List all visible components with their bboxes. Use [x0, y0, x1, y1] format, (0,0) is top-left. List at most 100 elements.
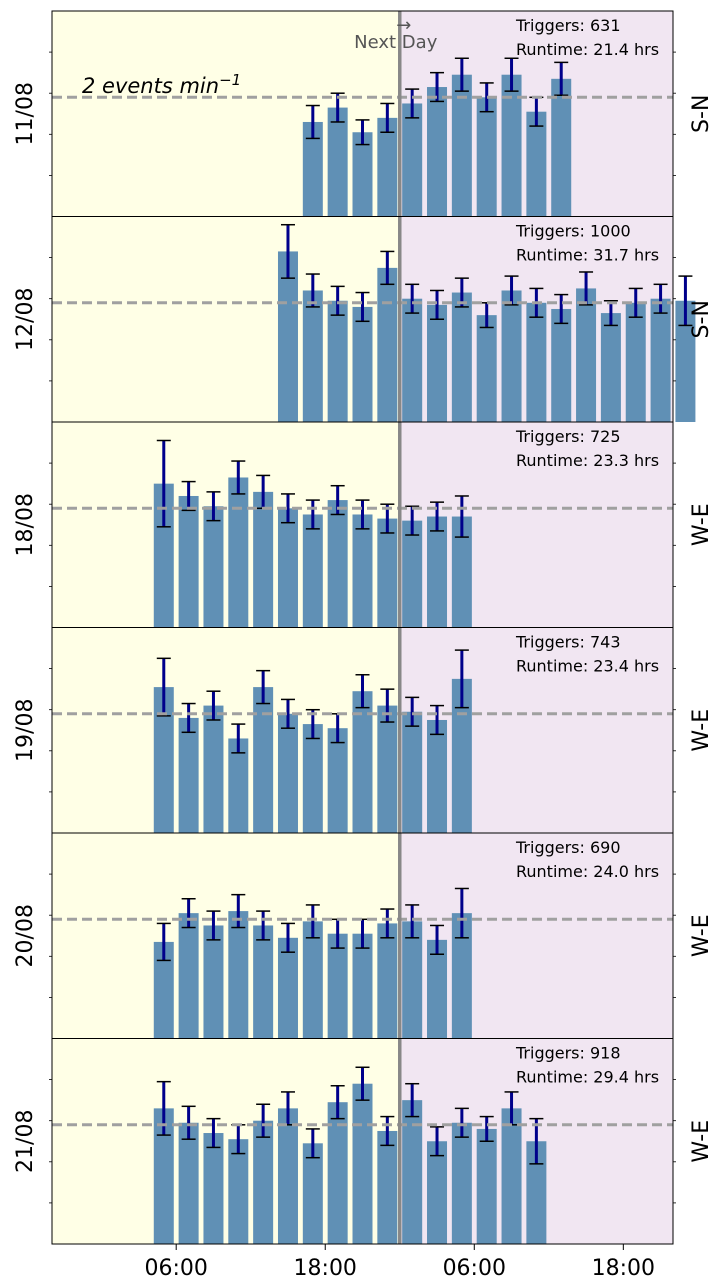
- triggers-label: Triggers: 690: [515, 838, 621, 857]
- bar: [600, 313, 621, 422]
- bar: [427, 87, 448, 217]
- bar: [476, 1128, 497, 1244]
- date-label: 20/08: [13, 904, 38, 967]
- bar: [402, 520, 423, 628]
- bar: [327, 728, 348, 833]
- bar: [253, 925, 274, 1039]
- date-label: 18/08: [13, 493, 38, 556]
- bar: [650, 298, 671, 422]
- panel-21-08: 21/08 W-E Triggers: 918 Runtime: 29.4 hrs: [13, 1038, 714, 1245]
- bar: [377, 518, 398, 628]
- panel-frame: [51, 1038, 674, 1245]
- bar: [253, 491, 274, 628]
- bar: [253, 1120, 274, 1244]
- bar: [253, 687, 274, 833]
- orientation-label: S-N: [689, 95, 714, 133]
- bar: [178, 495, 199, 628]
- panel-11-08: 11/08 S-N Triggers: 631 Runtime: 21.4 hrs 2 …: [13, 10, 714, 217]
- bar: [228, 738, 249, 833]
- orientation-label: S-N: [689, 300, 714, 338]
- date-label: 12/08: [13, 288, 38, 351]
- runtime-label: Runtime: 24.0 hrs: [516, 862, 659, 881]
- bar: [277, 1108, 298, 1244]
- triggers-label: Triggers: 1000: [515, 222, 631, 241]
- date-label: 21/08: [13, 1110, 38, 1173]
- bar: [228, 1139, 249, 1244]
- bar: [451, 292, 472, 422]
- orientation-label: W-E: [689, 914, 714, 957]
- x-tick-label: 18:00: [592, 1256, 655, 1281]
- bar: [203, 1133, 224, 1244]
- runtime-label: Runtime: 21.4 hrs: [516, 40, 659, 59]
- bar: [302, 514, 323, 628]
- bar: [551, 308, 572, 422]
- orientation-label: W-E: [689, 709, 714, 752]
- bar: [352, 132, 373, 217]
- runtime-label: Runtime: 23.3 hrs: [516, 451, 659, 470]
- reference-line-exponent: −1: [219, 71, 241, 89]
- bar: [451, 516, 472, 628]
- bar: [203, 506, 224, 628]
- bar: [526, 111, 547, 217]
- bar: [427, 1141, 448, 1244]
- bar: [153, 687, 174, 833]
- bar: [451, 74, 472, 217]
- bar: [526, 1141, 547, 1244]
- bar: [327, 107, 348, 217]
- bar: [402, 921, 423, 1039]
- bar: [451, 678, 472, 833]
- bar: [277, 713, 298, 833]
- bar: [302, 1143, 323, 1244]
- x-tick-label: 06:00: [443, 1256, 506, 1281]
- bar: [551, 78, 572, 217]
- triggers-label: Triggers: 918: [515, 1044, 621, 1063]
- x-tick-label: 06:00: [144, 1256, 207, 1281]
- bar: [277, 937, 298, 1039]
- triggers-label: Triggers: 725: [515, 427, 621, 446]
- bar: [178, 1122, 199, 1244]
- bar: [377, 923, 398, 1039]
- next-day-label: Next Day: [354, 32, 438, 53]
- panel-20-08: 20/08 W-E Triggers: 690 Runtime: 24.0 hrs: [13, 832, 714, 1039]
- bar: [402, 1100, 423, 1244]
- panel-18-08: 18/08 W-E Triggers: 725 Runtime: 23.3 hrs: [13, 421, 714, 628]
- bar: [302, 121, 323, 217]
- orientation-label: W-E: [689, 1120, 714, 1163]
- bar: [501, 1108, 522, 1244]
- bar: [377, 1130, 398, 1244]
- panel-12-08: 12/08 S-N Triggers: 1000 Runtime: 31.7 hrs: [13, 216, 714, 423]
- bar: [427, 719, 448, 833]
- bar: [402, 711, 423, 833]
- bar: [402, 103, 423, 217]
- bar: [153, 483, 174, 628]
- bar: [352, 1083, 373, 1244]
- bar: [327, 300, 348, 422]
- bar: [352, 691, 373, 833]
- bar: [178, 717, 199, 833]
- bar: [327, 1102, 348, 1244]
- date-label: 19/08: [13, 699, 38, 762]
- bar: [377, 117, 398, 217]
- panel-19-08: 19/08 W-E Triggers: 743 Runtime: 23.4 hrs: [13, 627, 714, 834]
- bar: [451, 1122, 472, 1244]
- reference-line-text: 2 events min: [82, 74, 219, 98]
- bar: [228, 911, 249, 1039]
- bar: [352, 306, 373, 422]
- bar: [576, 288, 597, 422]
- bar: [327, 500, 348, 628]
- bar: [277, 508, 298, 628]
- bar: [327, 933, 348, 1039]
- bar: [526, 302, 547, 422]
- runtime-label: Runtime: 29.4 hrs: [516, 1068, 659, 1087]
- bar: [427, 939, 448, 1039]
- triggers-label: Triggers: 631: [515, 16, 621, 35]
- bar: [451, 913, 472, 1039]
- orientation-label: W-E: [689, 503, 714, 546]
- bar: [377, 705, 398, 833]
- bar: [277, 251, 298, 422]
- bar: [501, 290, 522, 422]
- triggers-label: Triggers: 743: [515, 633, 621, 652]
- reference-line-label: 2 events min−1: [82, 71, 241, 98]
- bar: [203, 925, 224, 1039]
